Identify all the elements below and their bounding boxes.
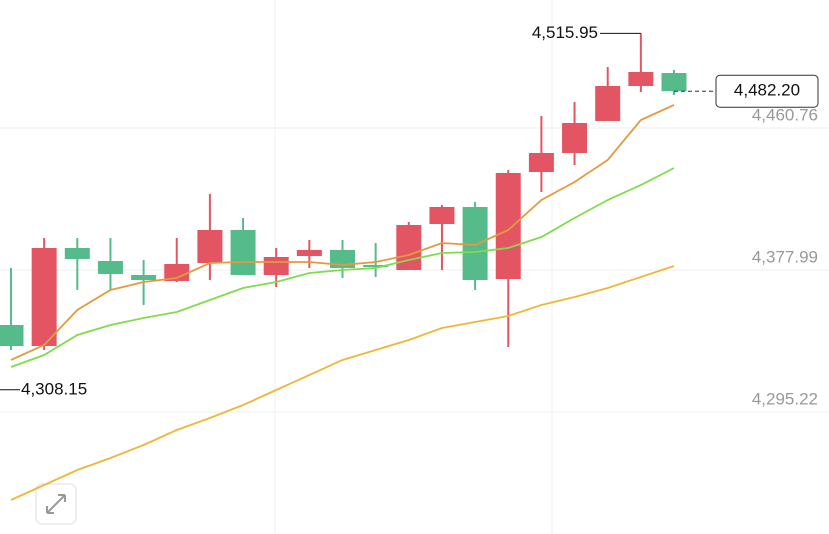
candle-body — [429, 206, 455, 224]
low-label: 4,308.15 — [21, 379, 87, 398]
candle-body — [97, 261, 123, 274]
candle-body — [495, 172, 521, 280]
candle-body — [562, 123, 588, 153]
candle-body — [263, 256, 289, 276]
y-tick-label: 4,295.22 — [752, 389, 818, 408]
candle-body — [64, 248, 90, 259]
candle-body — [661, 72, 687, 92]
candle-body — [396, 224, 422, 270]
candle-body — [296, 249, 322, 256]
candle-body — [330, 249, 355, 269]
candle-body — [230, 230, 256, 276]
ma-line — [10, 104, 675, 361]
candle-body — [0, 324, 24, 346]
candle-body — [197, 230, 223, 263]
y-tick-label: 4,460.76 — [752, 105, 818, 124]
high-label: 4,515.95 — [532, 23, 598, 42]
ma-line — [10, 265, 675, 501]
expand-button[interactable] — [35, 483, 77, 525]
last-price-box — [715, 74, 819, 108]
y-tick-label: 4,377.99 — [752, 247, 818, 266]
last-price-label: 4,482.20 — [734, 81, 800, 100]
candle-body — [528, 152, 554, 173]
expand-icon[interactable] — [46, 494, 66, 514]
candle-body — [363, 265, 389, 268]
candle-body — [628, 72, 654, 87]
candle-body — [164, 263, 190, 281]
ma-line — [10, 167, 675, 368]
candle-body — [595, 86, 621, 121]
candle-body — [31, 248, 57, 346]
candle-body — [462, 206, 488, 280]
candle-body — [131, 275, 157, 280]
